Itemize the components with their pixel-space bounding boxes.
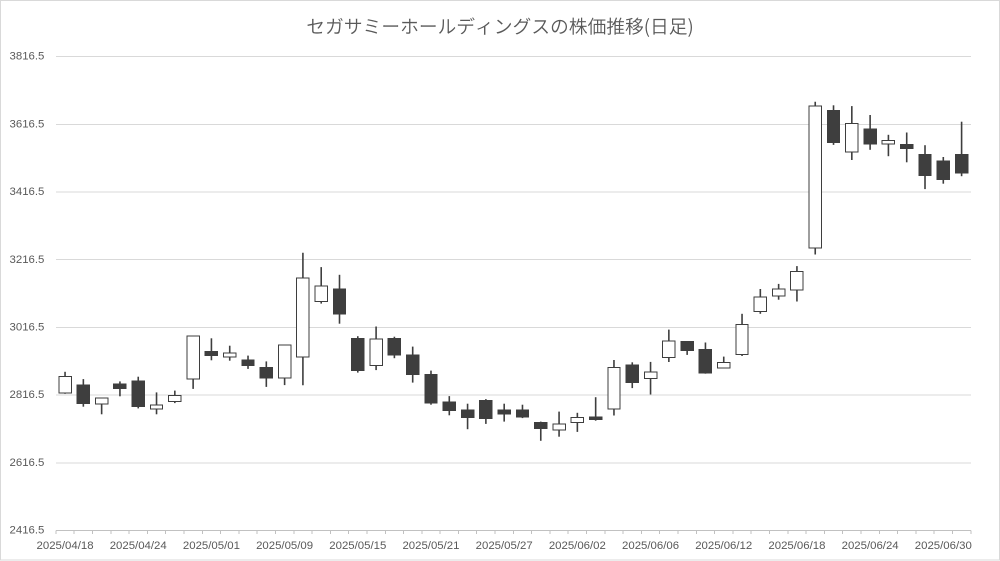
svg-text:3416.5: 3416.5 xyxy=(10,186,45,198)
svg-text:2025/05/27: 2025/05/27 xyxy=(476,540,533,552)
svg-text:2816.5: 2816.5 xyxy=(10,389,45,401)
svg-text:2025/05/15: 2025/05/15 xyxy=(329,540,386,552)
svg-text:2025/05/01: 2025/05/01 xyxy=(183,540,240,552)
svg-text:3616.5: 3616.5 xyxy=(10,118,45,130)
svg-text:2025/04/24: 2025/04/24 xyxy=(110,540,167,552)
svg-text:2025/06/30: 2025/06/30 xyxy=(915,540,972,552)
svg-text:2616.5: 2616.5 xyxy=(10,457,45,469)
svg-text:2416.5: 2416.5 xyxy=(10,525,45,537)
svg-text:2025/06/02: 2025/06/02 xyxy=(549,540,606,552)
svg-text:2025/05/21: 2025/05/21 xyxy=(402,540,459,552)
svg-text:3216.5: 3216.5 xyxy=(10,254,45,266)
svg-text:2025/04/18: 2025/04/18 xyxy=(37,540,94,552)
svg-text:3816.5: 3816.5 xyxy=(10,51,45,63)
svg-text:2025/06/06: 2025/06/06 xyxy=(622,540,679,552)
svg-text:2025/06/18: 2025/06/18 xyxy=(768,540,825,552)
svg-text:3016.5: 3016.5 xyxy=(10,322,45,334)
svg-text:2025/06/12: 2025/06/12 xyxy=(695,540,752,552)
svg-text:2025/05/09: 2025/05/09 xyxy=(256,540,313,552)
svg-text:2025/06/24: 2025/06/24 xyxy=(842,540,899,552)
